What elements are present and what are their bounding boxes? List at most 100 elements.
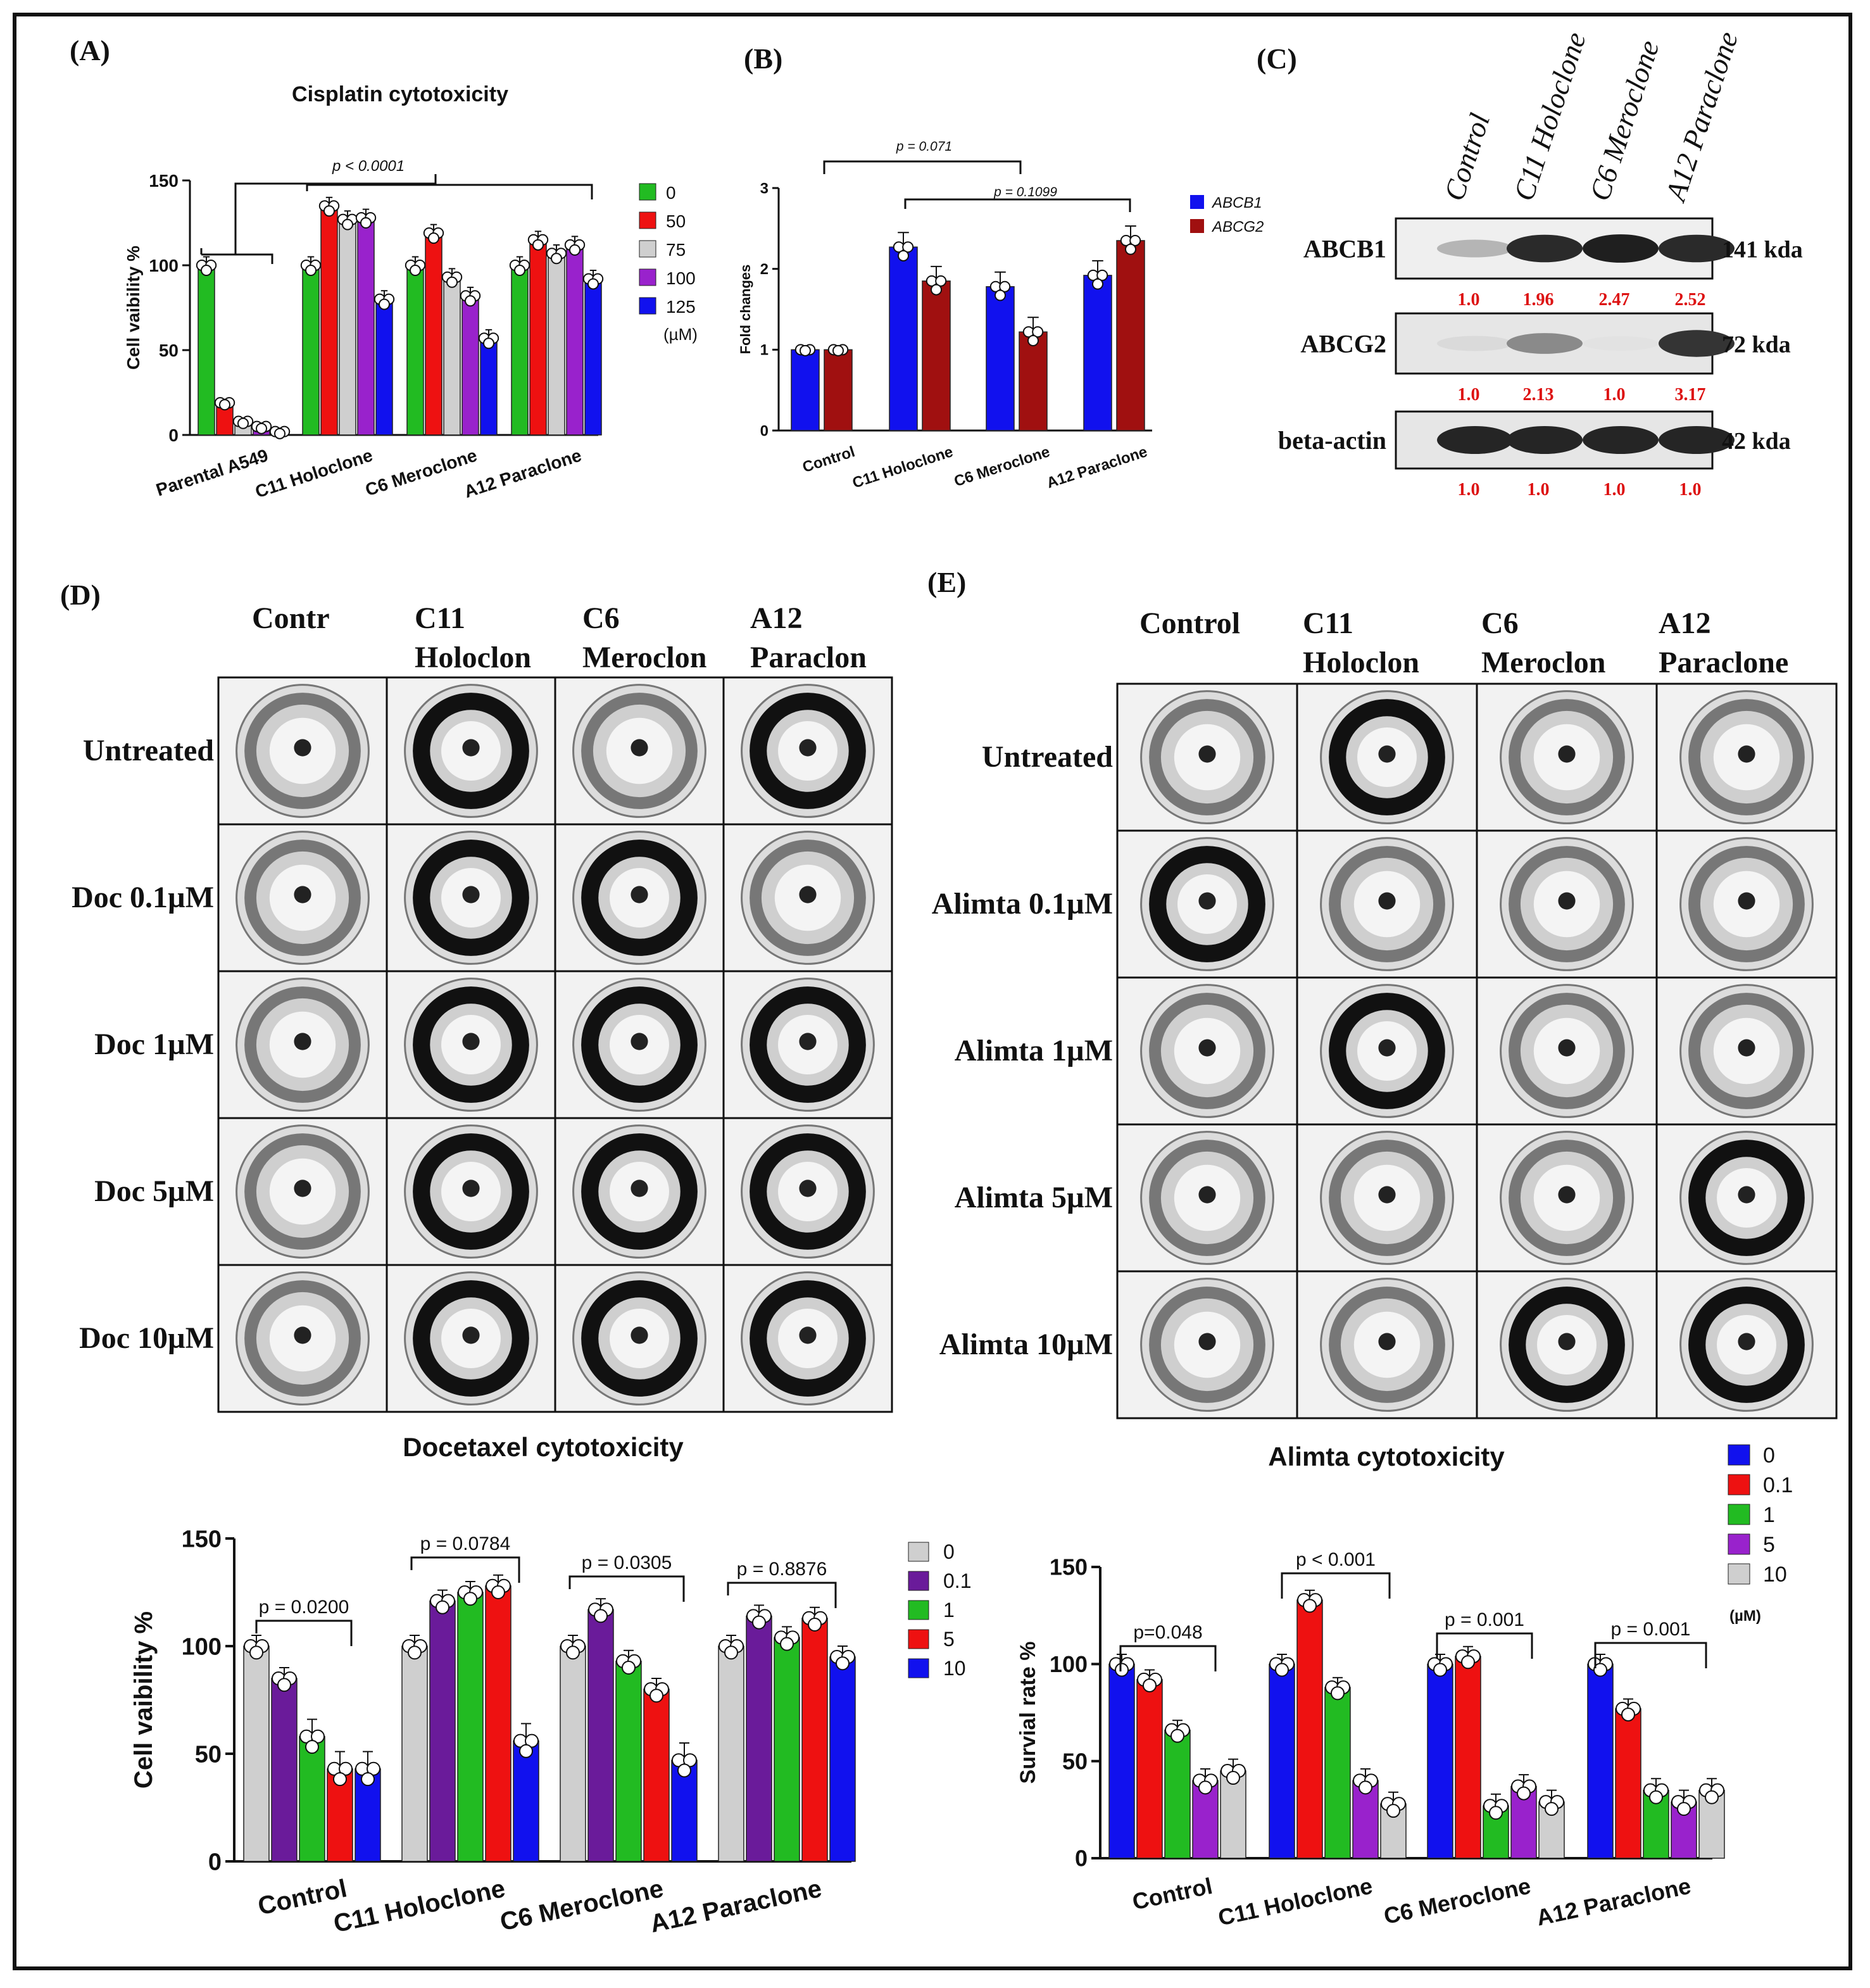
spheroid [294,1326,311,1344]
spheroid-image [554,676,725,826]
bar-10-1 [513,1740,539,1862]
bar-0-0 [243,1645,270,1862]
column-label: Holoclon [1303,646,1419,679]
bar-0-3 [511,265,529,436]
legend-label-alimta: 0 [1763,1444,1775,1468]
spheroid-image [554,1264,725,1413]
chart-title-cisplatin: Cisplatin cytotoxicity [292,82,508,106]
data-point [836,1656,850,1671]
column-label: A12 [750,601,803,635]
data-point [594,1609,608,1623]
y-tick-label: 50 [1062,1748,1088,1774]
spheroid-image [1116,1123,1298,1273]
bar-abcb1-3 [1083,275,1112,431]
data-point [1226,1771,1240,1785]
spheroid-image [1655,976,1838,1126]
significance-bracket [1281,1572,1391,1599]
bar-1-1 [457,1592,484,1862]
spheroid-image [722,970,893,1119]
y-tick-label: 0 [168,425,179,445]
bar-100-2 [461,295,479,436]
spheroid [462,1033,480,1050]
lane-label: C11 Holoclone [1507,28,1592,204]
legend-swatch-a [639,240,656,258]
blot-band [1437,239,1513,258]
data-point [724,1645,738,1660]
spheroid-image [1655,1123,1838,1273]
spheroid-image [722,676,893,826]
y-tick-label: 150 [182,1526,222,1552]
y-axis-title: Fold changes [737,265,753,355]
spheroid [1198,745,1216,763]
bar-50-3 [529,239,547,436]
spheroid-image [217,970,388,1119]
data-point [1143,1678,1157,1693]
spheroid-image [554,970,725,1119]
data-point [898,249,909,261]
data-point [305,265,317,277]
column-label: Contr [252,601,330,635]
data-point [428,232,439,244]
row-label: Alimta 10µM [939,1328,1113,1361]
row-label: Untreated [982,740,1113,774]
band-ratio: 2.52 [1675,290,1706,310]
data-point [408,1645,422,1660]
x-category-label: A12 Paraclone [1534,1873,1693,1931]
spheroid-image [554,823,725,972]
x-category-label: C6 Meroclone [498,1875,666,1937]
y-tick-label: 0 [208,1849,222,1875]
data-point [800,344,811,356]
spheroid-image [1476,829,1658,979]
spheroid [1378,1333,1396,1350]
data-point [1115,1663,1129,1677]
data-point [587,278,599,290]
p-value-label: p = 0.0200 [259,1597,349,1618]
legend-swatch-a [639,268,656,286]
y-tick-label: 100 [182,1633,222,1660]
band-ratio: 2.47 [1599,290,1630,310]
spheroid-image [1296,976,1478,1126]
spheroid [1558,1333,1576,1350]
protein-label: beta-actin [1278,426,1386,455]
data-point [808,1618,822,1632]
spheroid-image [722,1117,893,1266]
spheroid [1198,1186,1216,1204]
x-category-label: C11 Holoclone [253,445,375,501]
spheroid-image [722,1264,893,1413]
bar-0-1 [401,1645,428,1862]
legend-swatch-alimta [1728,1474,1750,1495]
bar-0-2 [560,1645,586,1862]
legend-swatch-alimta [1728,1444,1750,1466]
blot-band [1507,234,1583,263]
spheroid [799,1033,817,1050]
spheroid [799,1326,817,1344]
column-label: Paraclone [1659,646,1788,679]
data-point [1032,326,1044,338]
legend-swatch-alimta [1728,1504,1750,1525]
data-point [1705,1790,1719,1804]
significance-bracket [727,1582,837,1608]
legend-swatch-a [639,211,656,229]
y-tick-label: 150 [149,171,179,191]
p-value-label: p = 0.0305 [582,1552,672,1573]
bar-0-3 [718,1645,744,1862]
molecular-weight-label: 42 kda [1722,428,1791,455]
y-tick-label: 50 [195,1741,222,1768]
y-axis-title: Cell vaibility % [123,246,143,370]
blot-band [1437,336,1513,351]
data-point [1170,1728,1184,1743]
x-category-label: Parental A549 [154,445,271,500]
bar-0-3 [1587,1663,1614,1859]
legend-swatch-b [1190,219,1204,233]
spheroid-image [1296,683,1478,832]
bar-0-1-3 [1615,1708,1641,1859]
spheroid-image [1296,1270,1478,1419]
chart-title-alimta: Alimta cytotoxicity [1268,1442,1505,1471]
x-category-label: Control [800,443,857,476]
spheroid-image [1296,1123,1478,1273]
data-point [1129,234,1141,246]
blot-band [1507,425,1583,455]
bar-1-0 [1164,1729,1191,1859]
data-point [277,1678,291,1692]
